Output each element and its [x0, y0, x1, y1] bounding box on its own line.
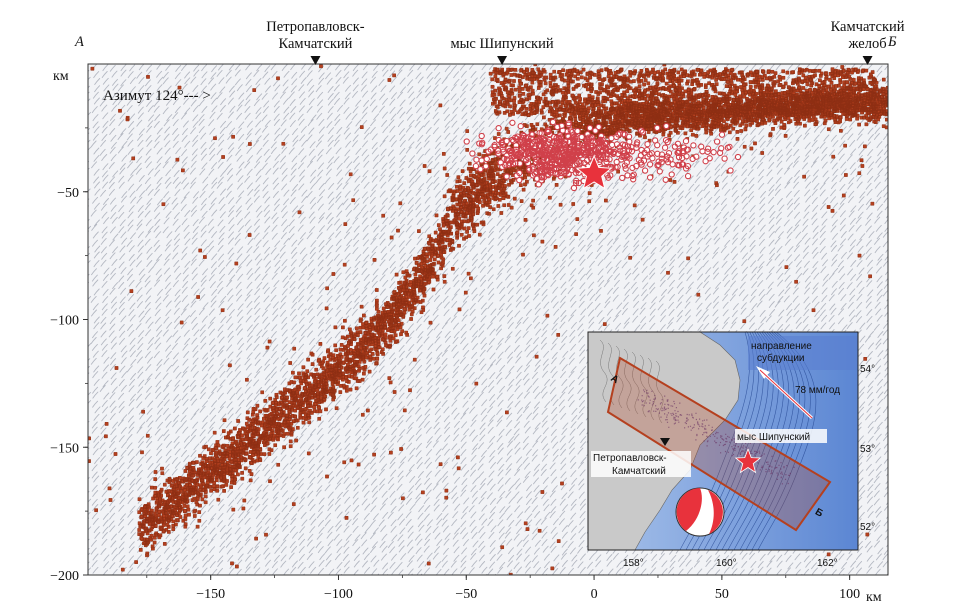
aftershock-cluster: [463, 119, 742, 192]
profile-start-label: А: [74, 34, 84, 50]
top-marker-triangle: [862, 56, 873, 65]
profile-end-label: Б: [887, 34, 897, 50]
x-unit-label: км: [866, 590, 882, 605]
inset-city-marker: [660, 438, 670, 446]
x-tick-label: −100: [324, 587, 353, 602]
x-tick-label: 50: [715, 587, 729, 602]
inset-city-line1: Петропавловск-: [593, 453, 667, 464]
top-marker-triangle: [310, 56, 321, 65]
inset-subduction-line2: субдукции: [757, 352, 805, 364]
aftershock-circles: [463, 119, 742, 192]
x-tick-label: 100: [839, 587, 860, 602]
inset-mainshock-star: [734, 447, 762, 474]
top-marker-triangle: [497, 56, 508, 65]
inset-end-b: Б: [813, 507, 825, 520]
inset-map: направление субдукции 78 мм/год мыс Шипу…: [587, 331, 875, 569]
inset-seismicity: [637, 389, 795, 485]
azimuth-label: Азимут 124°--- >: [103, 88, 211, 104]
mainshock-star: [575, 154, 613, 190]
inset-subduction-line1: направление: [751, 341, 812, 352]
y-tick-label: −50: [57, 186, 79, 201]
inset-lat-54: 54°: [860, 364, 875, 375]
top-marker-label: Камчатский: [278, 36, 352, 52]
inset-lon-160: 160°: [716, 558, 737, 569]
inset-lon-158: 158°: [623, 558, 644, 569]
inset-lat-53: 53°: [860, 444, 875, 455]
inset-cape-label: мыс Шипунский: [737, 432, 810, 443]
plot-area: [87, 63, 889, 576]
top-marker-label: Петропавловск-: [266, 19, 364, 35]
inset-rate-label: 78 мм/год: [795, 385, 840, 396]
y-tick-label: −100: [50, 314, 79, 329]
inset-city-line2: Камчатский: [612, 466, 666, 477]
inset-end-a: А: [609, 373, 621, 386]
y-tick-label: −150: [50, 441, 79, 456]
top-marker-label: Камчатский: [831, 19, 905, 35]
x-tick-label: −50: [455, 587, 477, 602]
top-marker-label: мыс Шипунский: [450, 36, 553, 52]
inset-lat-52: 52°: [860, 522, 875, 533]
y-axis: −50 −100 −150 −200: [50, 127, 88, 584]
top-markers: Петропавловск-Камчатский мыс ШипунскийКам…: [266, 19, 905, 65]
y-unit-label: км: [53, 69, 69, 84]
x-axis: −150 −100 −50 0 50 100: [146, 575, 860, 602]
focal-mechanism-icon: [675, 487, 725, 537]
x-tick-label: −150: [196, 587, 225, 602]
inset-lon-162: 162°: [817, 558, 838, 569]
x-tick-label: 0: [591, 587, 598, 602]
top-marker-label: желоб: [847, 36, 886, 52]
y-tick-label: −200: [50, 569, 79, 584]
